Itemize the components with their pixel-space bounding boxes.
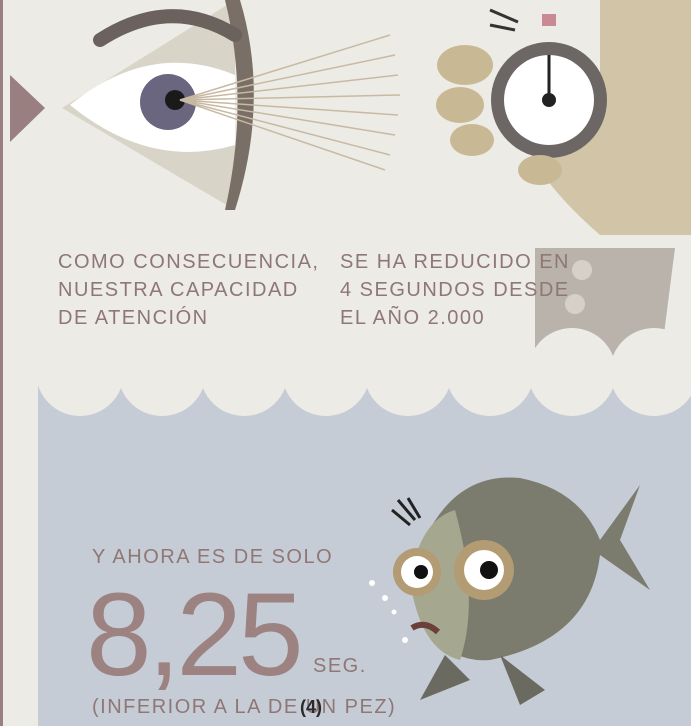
right-caption-line: 4 SEGUNDOS DESDE — [340, 279, 570, 301]
eye-illustration — [62, 0, 401, 210]
left-caption-line: DE ATENCIÓN — [58, 306, 209, 329]
reference: (4) — [300, 697, 322, 717]
intro-text: Y AHORA ES DE SOLO — [92, 546, 333, 568]
right-caption-line: EL AÑO 2.000 — [340, 305, 485, 329]
marker — [10, 75, 45, 142]
left-caption-line: NUESTRA CAPACIDAD — [58, 279, 299, 301]
waves — [36, 328, 691, 416]
note-text: (INFERIOR A LA DE UN PEZ) — [92, 696, 396, 718]
fish-illustration — [369, 477, 650, 705]
left-border — [0, 0, 3, 726]
right-caption-line: SE HA REDUCIDO EN — [340, 251, 570, 273]
big-value: 8,25 — [86, 569, 300, 701]
left-caption-line: COMO CONSECUENCIA, — [58, 251, 319, 273]
unit-text: SEG. — [313, 655, 367, 677]
stopwatch-illustration — [436, 0, 691, 235]
